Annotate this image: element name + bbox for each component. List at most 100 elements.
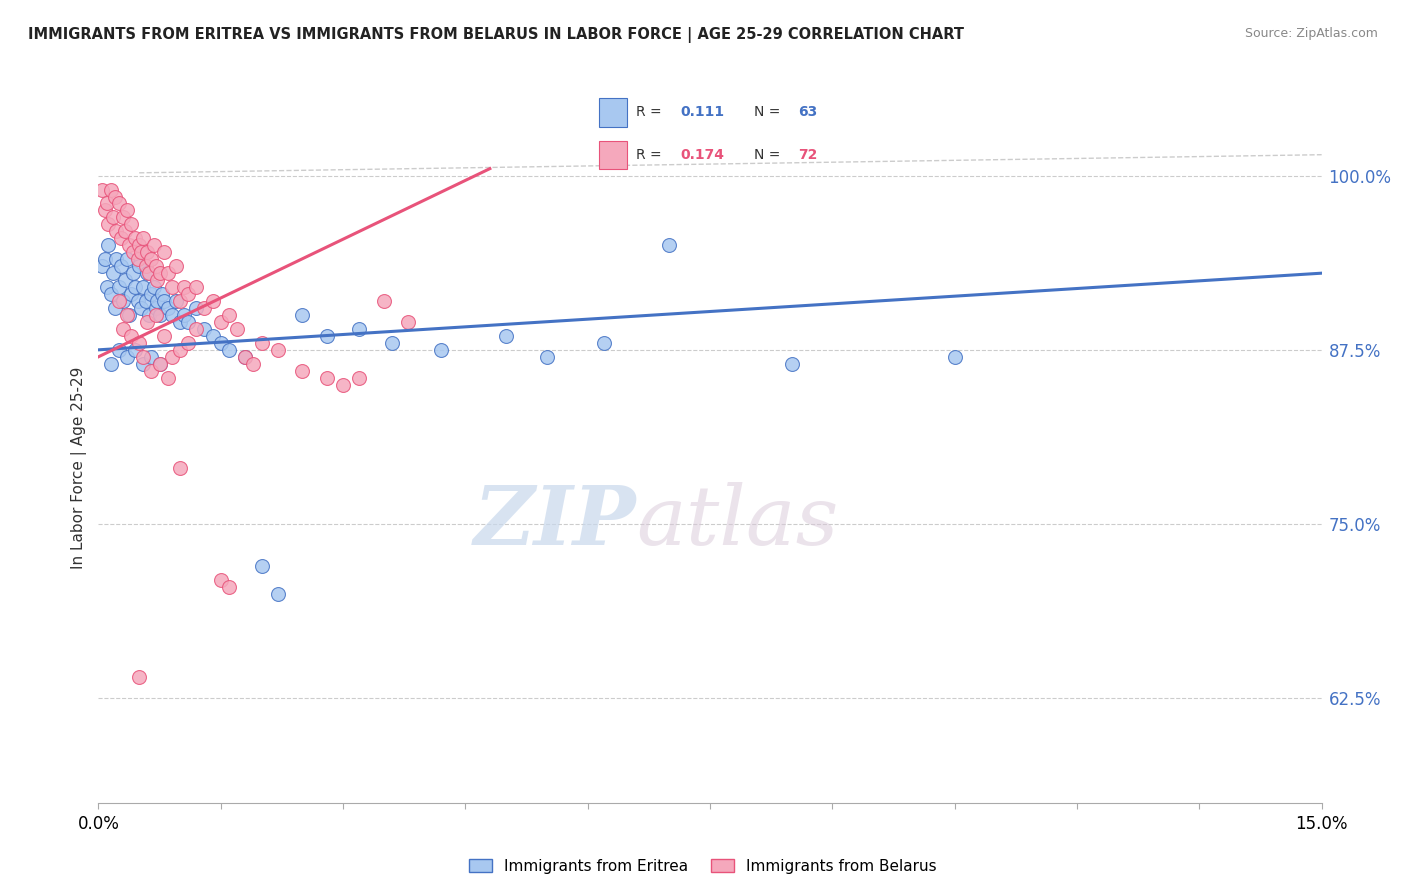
Text: IMMIGRANTS FROM ERITREA VS IMMIGRANTS FROM BELARUS IN LABOR FORCE | AGE 25-29 CO: IMMIGRANTS FROM ERITREA VS IMMIGRANTS FR… <box>28 27 965 43</box>
Point <box>142 238 165 252</box>
Point <box>780 357 803 371</box>
Point <box>141 350 163 364</box>
Point <box>135 259 157 273</box>
Point <box>108 293 131 308</box>
Point <box>104 189 127 203</box>
Point <box>381 335 404 350</box>
Point <box>169 461 191 475</box>
Point <box>218 343 240 357</box>
Point <box>120 287 142 301</box>
Point <box>177 335 200 350</box>
Point <box>267 343 290 357</box>
Point <box>111 211 134 225</box>
Point <box>132 357 155 371</box>
Point <box>136 315 159 329</box>
Point <box>152 329 174 343</box>
Point <box>141 287 163 301</box>
Point <box>149 357 172 371</box>
FancyBboxPatch shape <box>599 98 627 127</box>
Point <box>104 301 127 315</box>
Point <box>209 335 232 350</box>
Point <box>173 308 195 322</box>
Point <box>177 315 200 329</box>
Point <box>593 335 616 350</box>
Point <box>186 280 208 294</box>
Point <box>193 322 215 336</box>
Point <box>165 293 187 308</box>
Point <box>146 273 169 287</box>
Text: Source: ZipAtlas.com: Source: ZipAtlas.com <box>1244 27 1378 40</box>
Point <box>160 350 183 364</box>
Text: 0.111: 0.111 <box>681 105 724 120</box>
Point <box>115 308 138 322</box>
Point <box>218 308 240 322</box>
Point <box>226 322 249 336</box>
Point <box>115 350 138 364</box>
Point <box>291 308 314 322</box>
Point <box>96 196 118 211</box>
Point <box>110 231 132 245</box>
Point <box>149 357 172 371</box>
Point <box>169 343 191 357</box>
Point <box>132 350 155 364</box>
Point <box>943 350 966 364</box>
Point <box>127 252 149 267</box>
Point <box>495 329 517 343</box>
Point <box>169 315 191 329</box>
Point <box>250 335 273 350</box>
Point <box>100 287 122 301</box>
Point <box>132 231 155 245</box>
Point <box>136 266 159 280</box>
Point <box>100 183 122 197</box>
Point <box>150 287 173 301</box>
Text: ZIP: ZIP <box>474 482 637 562</box>
Point <box>146 293 169 308</box>
Point <box>201 329 224 343</box>
Text: R =: R = <box>636 105 665 120</box>
Point <box>108 280 131 294</box>
Point <box>536 350 558 364</box>
Point <box>91 259 114 273</box>
Point <box>349 370 371 384</box>
Point <box>128 259 150 273</box>
Text: R =: R = <box>636 148 665 162</box>
Point <box>193 301 215 315</box>
Point <box>315 329 337 343</box>
Point <box>124 231 146 245</box>
Y-axis label: In Labor Force | Age 25-29: In Labor Force | Age 25-29 <box>72 368 87 569</box>
Point <box>94 252 117 267</box>
Point <box>149 266 172 280</box>
Point <box>156 370 179 384</box>
Point <box>209 315 232 329</box>
Point <box>127 293 149 308</box>
Point <box>186 301 208 315</box>
Point <box>120 329 142 343</box>
Point <box>160 280 183 294</box>
Text: 63: 63 <box>799 105 818 120</box>
Text: atlas: atlas <box>637 482 839 562</box>
Point <box>94 203 117 218</box>
Point <box>111 293 134 308</box>
FancyBboxPatch shape <box>599 141 627 169</box>
Point <box>136 245 159 260</box>
Text: 72: 72 <box>799 148 818 162</box>
Point <box>101 266 124 280</box>
Point <box>96 280 118 294</box>
Point <box>115 203 138 218</box>
Point <box>149 308 172 322</box>
Point <box>91 183 114 197</box>
Point <box>291 364 314 378</box>
Point <box>267 587 290 601</box>
Point <box>169 293 191 308</box>
Point <box>129 245 152 260</box>
Point <box>349 322 371 336</box>
Point <box>177 287 200 301</box>
Point <box>396 315 419 329</box>
Point <box>101 211 124 225</box>
Point <box>218 580 240 594</box>
Point <box>430 343 453 357</box>
Point <box>111 322 134 336</box>
Point <box>120 218 142 232</box>
Text: 0.174: 0.174 <box>681 148 724 162</box>
Point <box>156 301 179 315</box>
